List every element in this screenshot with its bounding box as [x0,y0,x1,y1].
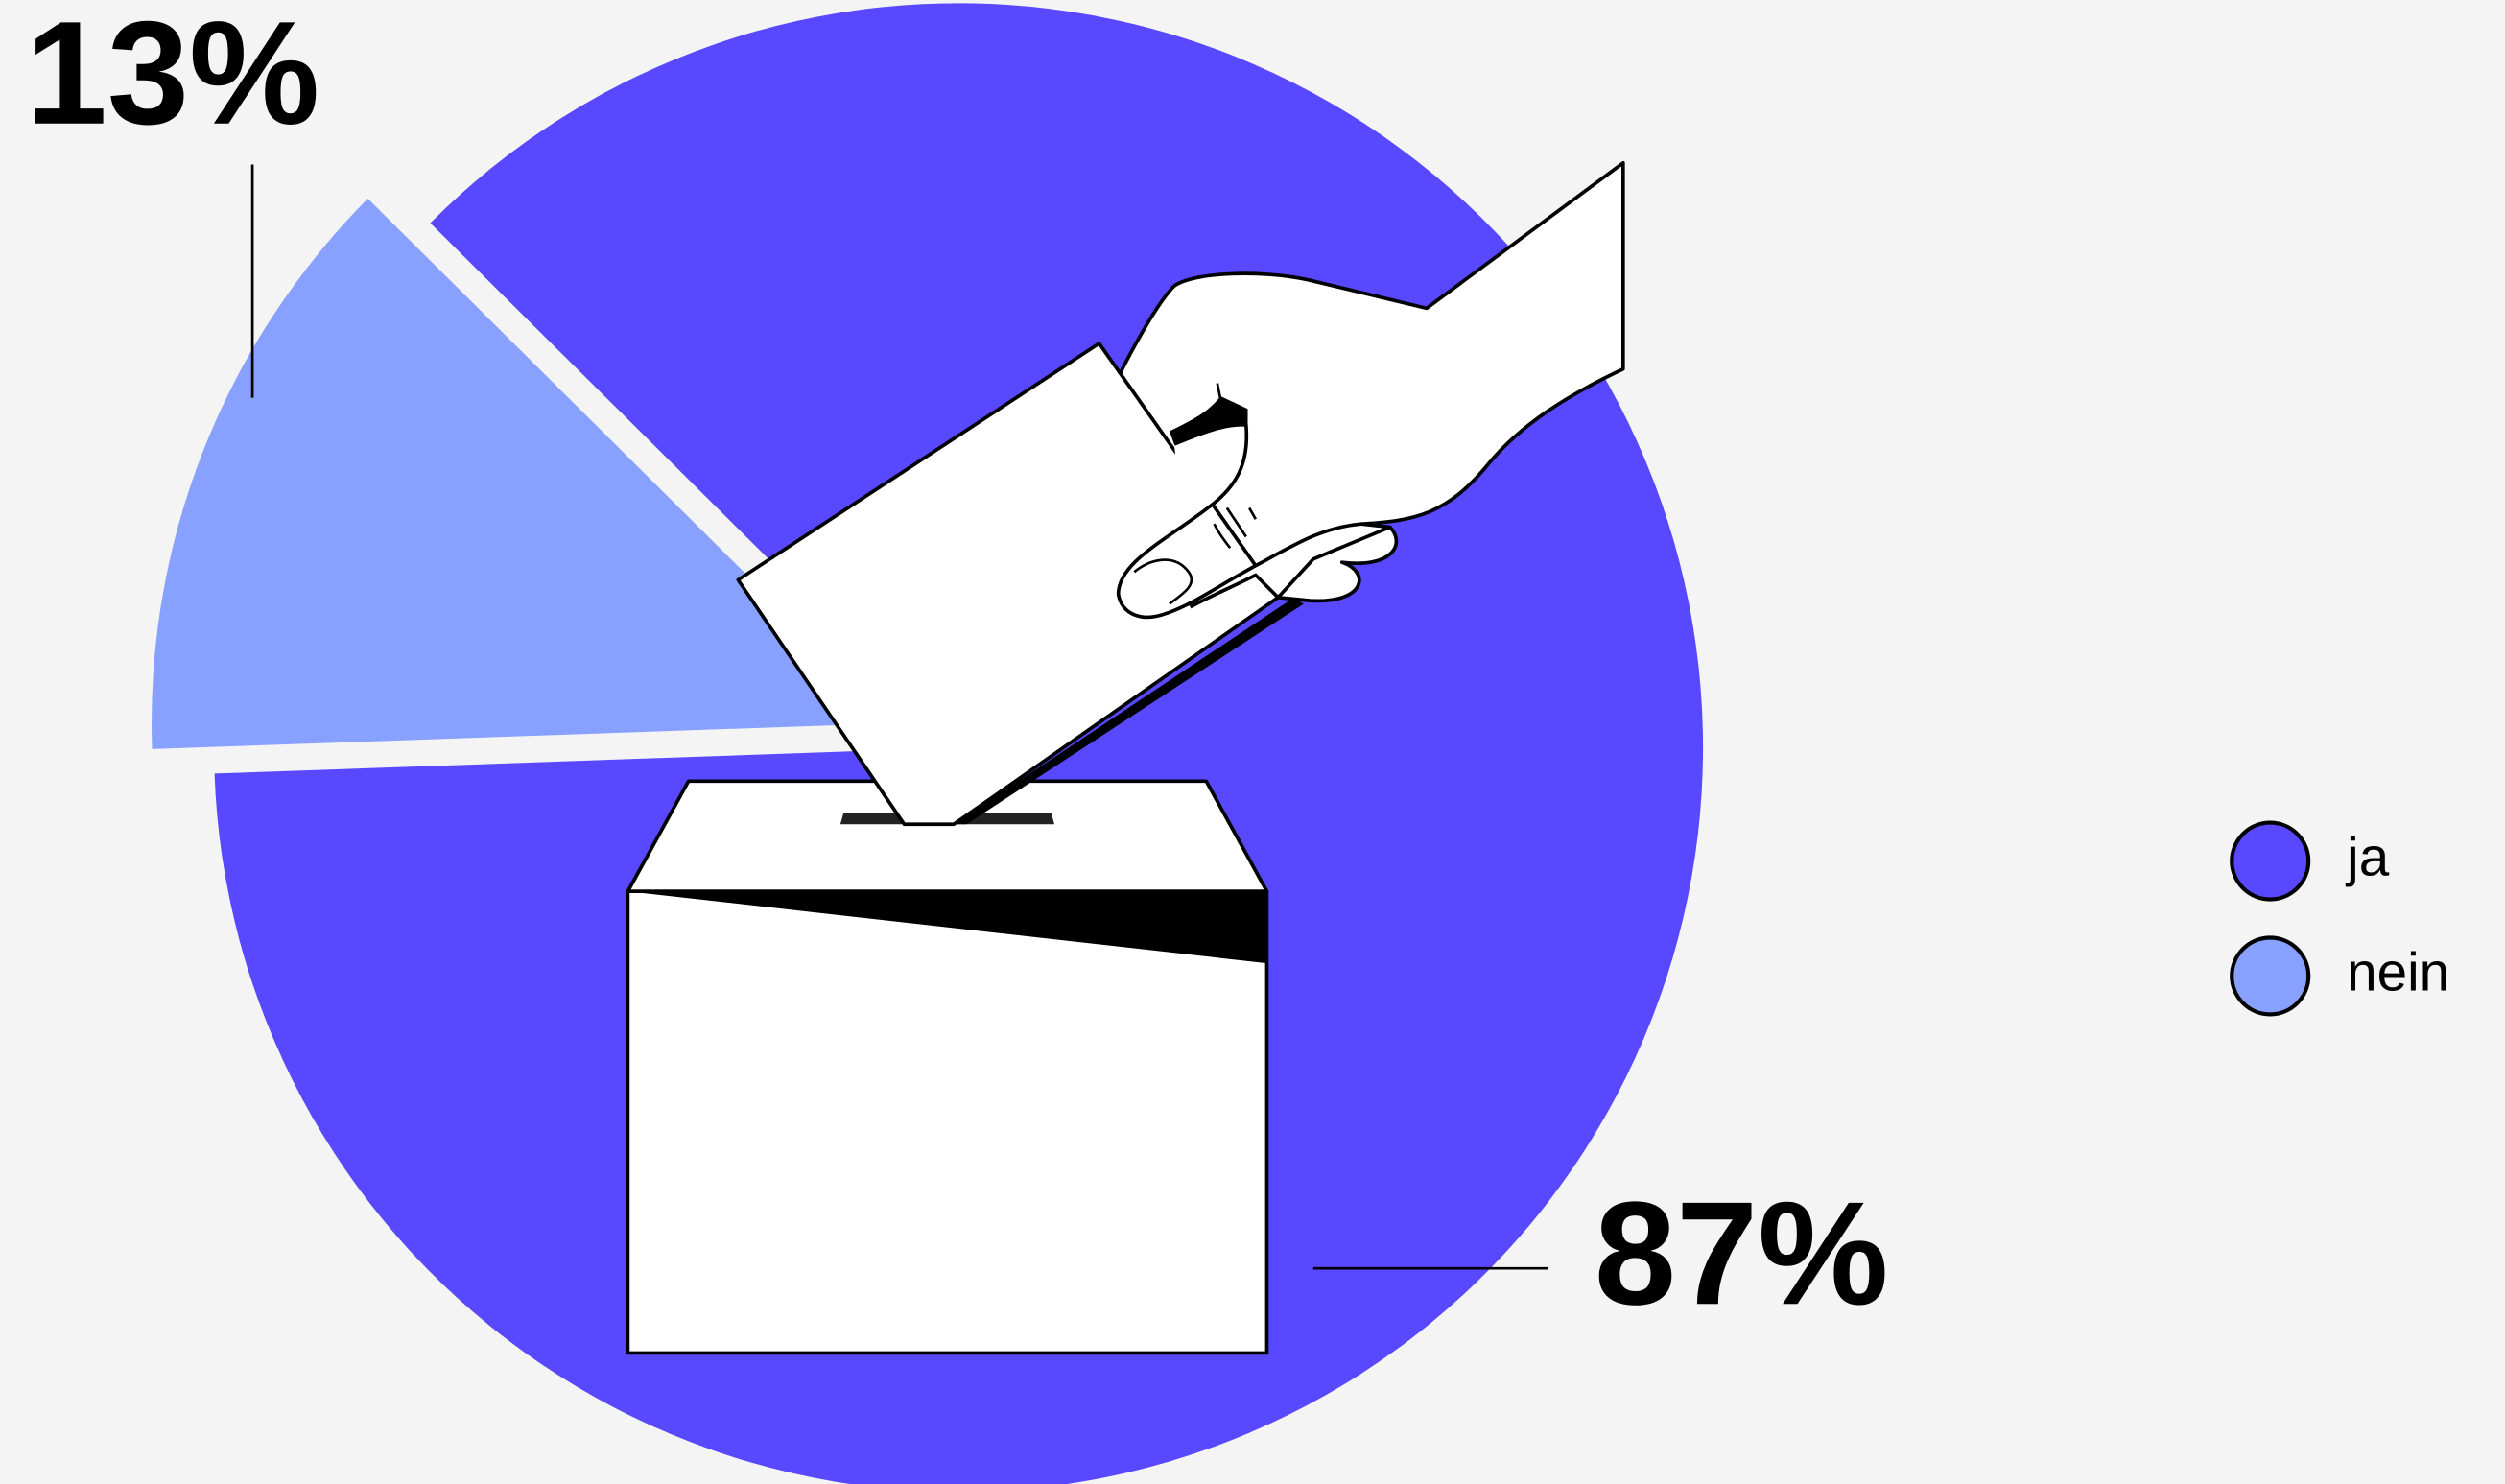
data-label: 13% [26,0,320,155]
data-label: 87% [1595,1171,1889,1335]
thumbnail [1169,395,1248,444]
ballot-illustration [626,161,1625,1355]
legend-swatch [2230,935,2311,1017]
labels: 87% 13% [26,0,1889,1335]
sleeve [1116,161,1625,603]
box-front [626,889,1269,1355]
ballot [736,342,1280,827]
hand-lines [1133,383,1257,605]
legend: ja nein [2230,820,2449,1017]
legend-swatch [2230,820,2311,902]
legend-label: nein [2347,941,2449,1001]
legend-label: ja [2345,827,2390,887]
ballot-shadow [954,597,1304,825]
pie-slice [152,199,896,749]
